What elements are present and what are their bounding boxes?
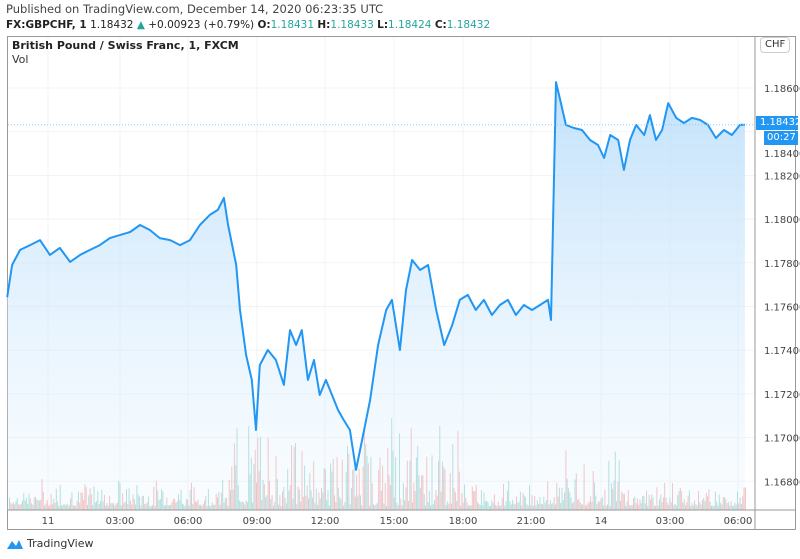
low-value: 1.18424 [388,19,432,31]
legend-title: British Pound / Swiss Franc, 1, FXCM [12,39,239,52]
low-label: L: [377,19,389,31]
price-line [6,81,745,471]
brand-name: TradingView [27,537,94,550]
high-label: H: [317,19,331,31]
y-tick-label: 1.18400 [764,149,800,160]
y-tick-label: 1.17800 [764,259,800,270]
symbol[interactable]: FX:GBPCHF, 1 [6,19,87,31]
x-tick-label: 06:00 [174,516,203,527]
x-tick-label: 12:00 [311,516,340,527]
change: +0.00923 (+0.79%) [148,19,255,31]
x-tick-label: 03:00 [656,516,685,527]
close-label: C: [434,19,447,31]
volume-bar [744,487,746,510]
y-tick-label: 1.17000 [764,434,800,445]
last-price: 1.18432 [90,19,134,31]
y-tick-label: 1.16800 [764,477,800,488]
x-tick-label: 21:00 [517,516,546,527]
tradingview-logo-icon [7,539,23,549]
y-tick-label: 1.17200 [764,390,800,401]
y-tick-label: 1.18200 [764,171,800,182]
chart-frame [7,36,796,530]
last-price-label: 1.18432 [756,116,800,130]
open-label: O: [257,19,271,31]
currency-badge[interactable]: CHF [760,37,791,53]
legend-vol: Vol [12,53,29,66]
y-tick-label: 1.18000 [764,215,800,226]
x-tick-label: 03:00 [106,516,135,527]
y-tick-label: 1.17600 [764,303,800,314]
up-arrow-icon: ▲ [136,19,145,31]
symbol-line: FX:GBPCHF, 1 1.18432 ▲ +0.00923 (+0.79%)… [6,19,490,32]
price-area-fill [7,82,745,510]
tradingview-logo[interactable]: TradingView [6,537,93,550]
x-tick-label: 14 [595,516,608,527]
close-value: 1.18432 [446,19,491,31]
x-tick-label: 18:00 [449,516,478,527]
x-tick-label: 11 [42,516,55,527]
x-tick-label: 06:00 [724,516,753,527]
published-line: Published on TradingView.com, December 1… [6,2,384,16]
bar-countdown: 00:27 [764,131,798,145]
x-tick-label: 09:00 [243,516,272,527]
open-value: 1.18431 [270,19,315,31]
x-tick-label: 15:00 [380,516,409,527]
high-value: 1.18433 [330,19,374,31]
y-tick-label: 1.18600 [764,84,800,95]
y-tick-label: 1.17400 [764,346,800,357]
